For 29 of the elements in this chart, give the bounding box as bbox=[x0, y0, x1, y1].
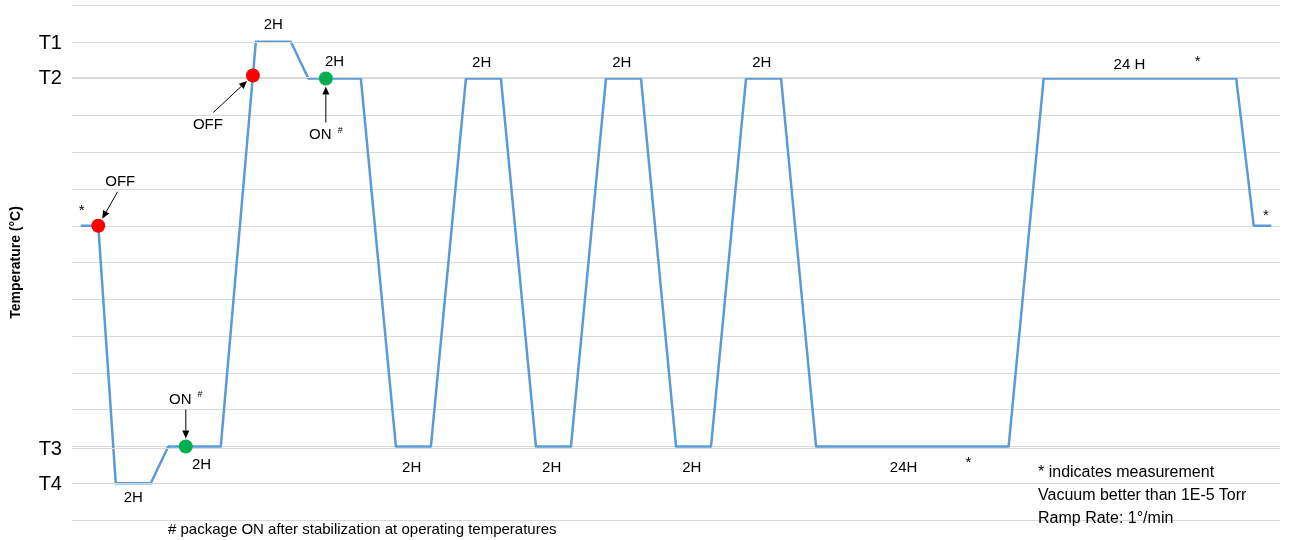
annotation: 24H bbox=[889, 458, 918, 476]
annotation: 2H bbox=[191, 454, 212, 472]
annotation: 2H bbox=[612, 53, 632, 71]
text: Ramp Rate: 1°/min bbox=[1038, 508, 1174, 526]
annotation: 2H bbox=[752, 53, 772, 71]
annotation: ON # bbox=[168, 389, 203, 407]
annotation: * bbox=[1263, 206, 1270, 224]
text: 2H bbox=[263, 14, 283, 32]
text: # package ON after stabilization at operating temperatures bbox=[168, 520, 557, 537]
annotation: 2H bbox=[472, 53, 492, 71]
ref-line-label: T2 bbox=[38, 66, 62, 89]
text: Vacuum better than 1E-5 Torr bbox=[1038, 485, 1248, 503]
ref-line-label: T3 bbox=[38, 436, 62, 459]
annotation: 24 H bbox=[1113, 55, 1146, 73]
text: 2H bbox=[123, 488, 143, 506]
ref-line-label: T4 bbox=[38, 472, 62, 495]
ref-line-label: T1 bbox=[38, 30, 62, 53]
annotation: 2H bbox=[325, 51, 345, 69]
annotation: * indicates measurement bbox=[1038, 462, 1215, 480]
annotation: ON # bbox=[309, 124, 343, 143]
annotation: * bbox=[78, 200, 85, 218]
annotation: 2H bbox=[402, 458, 422, 476]
annotation: OFF bbox=[192, 115, 223, 132]
y-axis-title: Temperature (°C) bbox=[7, 206, 23, 319]
annotation: * bbox=[1194, 51, 1201, 69]
annotation: * bbox=[965, 452, 972, 470]
annotation: 2H bbox=[682, 458, 702, 476]
annotation: OFF bbox=[105, 172, 136, 190]
annotation: 2H bbox=[542, 458, 562, 476]
